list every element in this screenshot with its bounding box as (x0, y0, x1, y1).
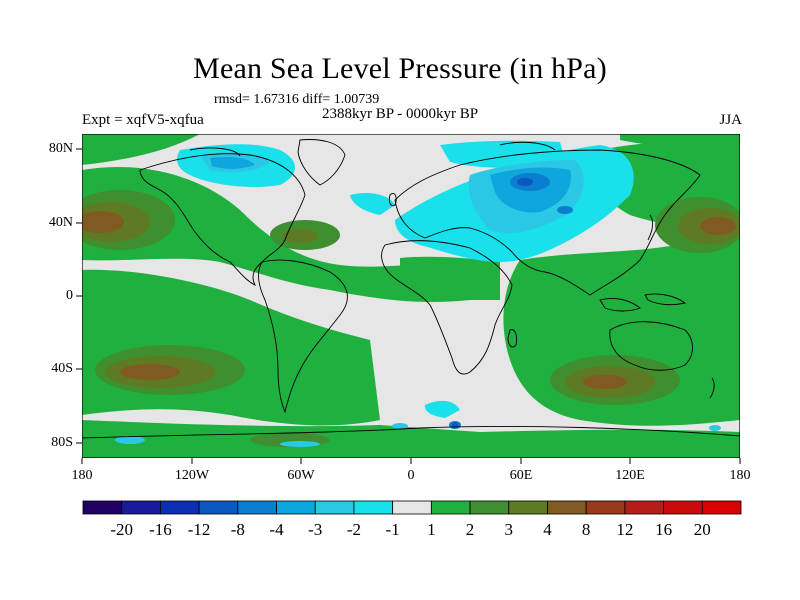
colorbar-swatch (547, 500, 587, 515)
colorbar-label: -16 (149, 520, 172, 539)
experiment-label: Expt = xqfV5-xqfua (82, 112, 204, 128)
y-label-40s: 40S (51, 361, 73, 376)
period-label: 2388kyr BP - 0000kyr BP (322, 106, 479, 122)
y-label-40n: 40N (48, 215, 73, 230)
colorbar-label: -4 (269, 520, 284, 539)
colorbar-label: 4 (543, 520, 552, 539)
colorbar (82, 500, 742, 515)
colorbar-swatch (663, 500, 703, 515)
colorbar-label: 20 (693, 520, 711, 539)
colorbar-label: 8 (581, 520, 591, 539)
antarctic-speckles (115, 423, 721, 447)
colorbar-swatch (701, 500, 742, 515)
colorbar-label: 12 (616, 520, 634, 539)
positive-anomaly-4to8 (82, 211, 736, 389)
colorbar-label: 2 (465, 520, 475, 539)
colorbar-swatch (82, 500, 123, 515)
x-label-120w: 120W (174, 468, 210, 483)
colorbar-swatch (430, 500, 471, 515)
colorbar-swatch (276, 500, 316, 515)
colorbar-label: 3 (504, 520, 514, 539)
x-label-180w: 180 (71, 468, 93, 483)
colorbar-swatch (392, 500, 432, 515)
colorbar-swatch (198, 500, 239, 515)
colorbar-label: 16 (655, 520, 673, 539)
colorbar-swatch (160, 500, 200, 515)
y-label-80s: 80S (51, 435, 73, 450)
positive-anomaly-3to4 (82, 202, 740, 398)
colorbar-label: -20 (110, 520, 134, 539)
coastlines (82, 139, 740, 439)
x-label-120e: 120E (615, 468, 645, 483)
colorbar-swatch (469, 500, 510, 515)
colorbar-swatch (508, 500, 548, 515)
x-label-180e: 180 (729, 468, 751, 483)
colorbar-swatch (121, 500, 161, 515)
season-label: JJA (719, 112, 742, 128)
colorbar-label: -2 (346, 520, 362, 539)
stats-label: rmsd= 1.67316 diff= 1.00739 (214, 92, 380, 107)
colorbar-label: -1 (385, 520, 400, 539)
y-label-80n: 80N (48, 141, 73, 156)
colorbar-label: 1 (427, 520, 436, 539)
colorbar-label: -3 (308, 520, 323, 539)
colorbar-swatch (624, 500, 664, 515)
colorbar-label: -12 (187, 520, 211, 539)
colorbar-swatch (314, 500, 355, 515)
colorbar-swatch (585, 500, 626, 515)
x-label-60w: 60W (287, 468, 315, 483)
positive-anomaly-1to2 (82, 134, 740, 458)
colorbar-label: -8 (230, 520, 245, 539)
x-label-0: 0 (407, 468, 415, 483)
y-label-0: 0 (66, 288, 73, 303)
axis-ticks (76, 148, 741, 464)
x-label-60e: 60E (509, 468, 533, 483)
colorbar-swatch (353, 500, 394, 515)
colorbar-swatch (237, 500, 277, 515)
map-title: Mean Sea Level Pressure (in hPa) (193, 52, 607, 85)
